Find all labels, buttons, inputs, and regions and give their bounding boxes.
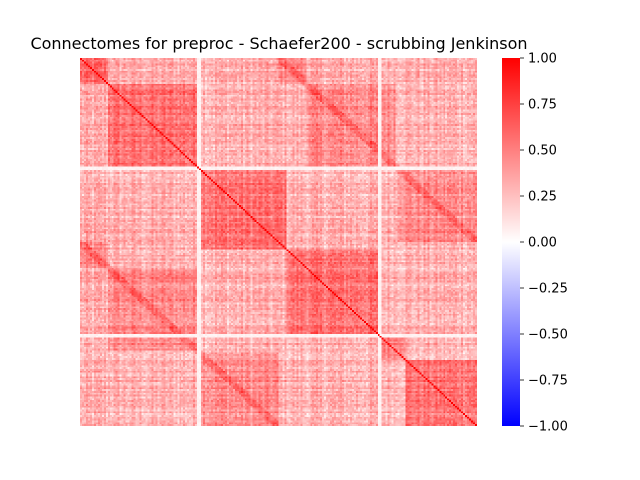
colorbar-tick-label: −0.75 [528, 374, 568, 389]
colorbar-tick-label: 0.75 [528, 98, 557, 113]
colorbar-tick-label: 1.00 [528, 52, 557, 67]
chart-title: Connectomes for preproc - Schaefer200 - … [30, 34, 527, 53]
colorbar-tick-label: 0.50 [528, 144, 557, 159]
colorbar-tick-label: −1.00 [528, 420, 568, 435]
colorbar-tick-label: 0.25 [528, 190, 557, 205]
colorbar-ticks: 1.00 0.75 0.50 0.25 0.00 −0.25 −0.50 −0.75 −1.00 [520, 52, 568, 435]
colorbar-tick-label: −0.25 [528, 282, 568, 297]
heatmap [80, 58, 477, 426]
colorbar-tick-label: 0.00 [528, 236, 557, 251]
colorbar [502, 58, 520, 426]
colorbar-tick-label: −0.50 [528, 328, 568, 343]
heatmap-image [80, 58, 477, 426]
